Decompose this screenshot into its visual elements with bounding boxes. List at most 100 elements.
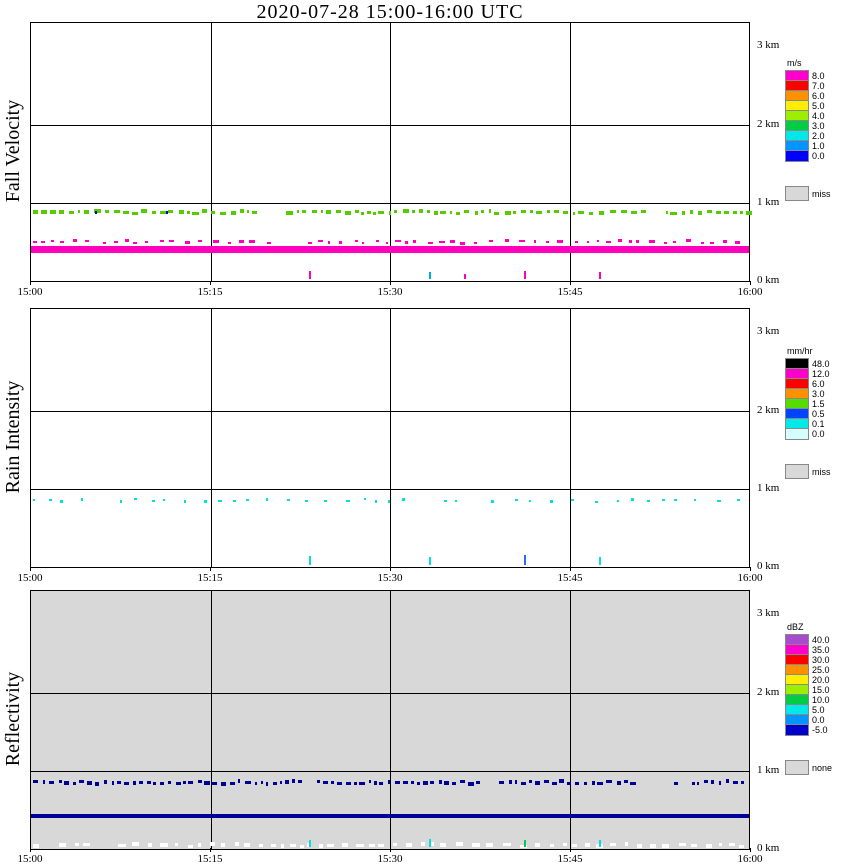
data-dash — [456, 211, 460, 215]
data-dash — [637, 844, 642, 849]
colorbar-swatch — [785, 378, 809, 390]
colorbar-swatch — [785, 408, 809, 420]
data-dash — [344, 210, 352, 215]
data-dash — [260, 781, 264, 785]
colorbar-entry-label: 0.1 — [812, 419, 825, 429]
data-dash — [571, 499, 575, 502]
data-dash — [312, 210, 318, 214]
data-dash — [703, 780, 709, 784]
data-dash — [624, 841, 629, 846]
data-dash — [401, 498, 406, 501]
colorbar-swatch — [785, 150, 809, 162]
colorbar-entry-label: 48.0 — [812, 359, 830, 369]
data-dash — [387, 500, 391, 504]
data-dash — [178, 209, 184, 214]
colorbar-entry-label: 2.0 — [812, 131, 825, 141]
height-axis-fall-velocity: 3 km 2 km 1 km 0 km — [753, 22, 798, 286]
y-axis-title-reflectivity: Reflectivity — [2, 671, 24, 767]
data-dash — [160, 210, 167, 214]
data-dash — [394, 210, 398, 214]
data-dash — [630, 211, 638, 215]
colorbar-swatch — [785, 368, 809, 380]
height-tick-label: 1 km — [757, 481, 780, 494]
data-dash — [485, 843, 494, 848]
x-tick-label: 16:00 — [737, 572, 763, 584]
gridline-vertical — [569, 591, 571, 849]
colorbar-entry: 3.0 — [785, 120, 849, 132]
gridline-vertical — [390, 591, 391, 849]
height-tick-label: 2 km — [757, 403, 780, 416]
colorbar-swatch — [785, 634, 809, 646]
height-tick-label: 1 km — [757, 195, 780, 208]
data-dash — [514, 498, 519, 501]
data-dash — [444, 780, 449, 785]
data-dash — [212, 781, 218, 785]
colorbar-swatch — [785, 674, 809, 686]
data-dash — [597, 781, 603, 785]
data-dash — [596, 240, 599, 243]
data-dash — [133, 498, 138, 501]
data-dash — [58, 210, 65, 215]
colorbar-entry: 1.0 — [785, 140, 849, 152]
data-dash — [464, 210, 470, 214]
colorbar-entry: 6.0 — [785, 90, 849, 102]
colorbar-entry: 4.0 — [785, 110, 849, 122]
x-tick — [749, 848, 751, 852]
data-dash — [574, 240, 578, 243]
data-dash — [202, 209, 207, 214]
data-dash — [183, 780, 186, 784]
colorbar-entry-label: 5.0 — [812, 705, 825, 715]
data-dash — [472, 842, 480, 847]
colorbar-entry: 5.0 — [785, 704, 849, 716]
data-mark — [523, 840, 526, 847]
colorbar-entry-label: 5.0 — [812, 101, 825, 111]
data-dash — [606, 240, 611, 243]
colorbar-entry: 0.0 — [785, 714, 849, 726]
data-dash — [670, 211, 677, 215]
x-tick-label: 15:00 — [17, 853, 43, 865]
data-dash — [586, 240, 589, 243]
x-tick-label: 15:45 — [557, 572, 583, 584]
data-dash — [238, 240, 245, 244]
data-dash — [203, 500, 207, 504]
data-dash — [439, 843, 447, 848]
data-dash — [307, 842, 312, 847]
colorbar-entry: 5.0 — [785, 100, 849, 112]
colorbar-entry-label: 6.0 — [812, 379, 825, 389]
data-dash — [717, 499, 721, 502]
colorbar-missing-entry: none — [785, 760, 849, 775]
data-dash — [239, 209, 244, 214]
data-dash — [456, 841, 463, 846]
colorbar-swatch — [785, 80, 809, 92]
data-dash — [577, 210, 585, 214]
x-tick-label: 15:30 — [377, 286, 403, 298]
data-mark — [429, 557, 432, 565]
data-mark — [523, 555, 526, 565]
data-dash — [674, 781, 679, 785]
data-dash — [50, 239, 55, 242]
gridline-vertical — [210, 309, 212, 567]
data-dash — [167, 780, 172, 784]
data-dash — [318, 240, 323, 243]
data-dash — [230, 210, 236, 215]
gridline-horizontal — [31, 692, 749, 694]
gridline-horizontal — [31, 202, 749, 204]
height-axis-reflectivity: 3 km 2 km 1 km 0 km — [753, 590, 798, 854]
data-dash — [367, 210, 371, 214]
data-dash — [662, 498, 666, 501]
data-dash — [116, 781, 122, 785]
x-axis-fall-velocity: 15:00 15:15 15:30 15:45 16:00 — [17, 281, 763, 299]
data-dash — [322, 781, 329, 785]
data-dash — [59, 842, 67, 847]
data-dash — [416, 782, 420, 786]
data-dash — [318, 843, 323, 848]
data-dash — [102, 241, 106, 244]
colorbar-entry-label: 15.0 — [812, 685, 830, 695]
data-dash — [505, 239, 509, 243]
data-dash — [339, 241, 343, 245]
data-dash — [163, 498, 166, 501]
colorbar-entry-label: 25.0 — [812, 665, 830, 675]
data-dash — [563, 842, 567, 846]
x-tick-label: 16:00 — [737, 286, 763, 298]
data-dash — [160, 781, 165, 785]
